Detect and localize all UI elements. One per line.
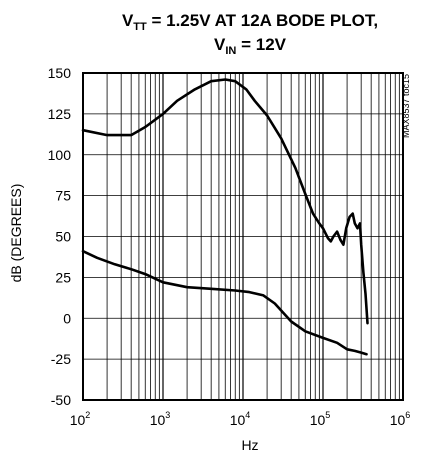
y-tick-label: -25	[51, 351, 71, 367]
x-tick-label: 106	[390, 410, 411, 428]
y-tick-label: 100	[48, 147, 72, 163]
y-axis-ticks: -50 -25 0 25 50 75 100 125 150	[48, 65, 72, 408]
series-line-1	[81, 78, 369, 325]
plot-frame	[82, 72, 404, 401]
y-tick-label: -50	[51, 392, 71, 408]
y-tick-label: 150	[48, 65, 72, 81]
y-tick-label: 125	[48, 106, 72, 122]
x-tick-label: 103	[150, 410, 171, 428]
x-axis-label: Hz	[241, 437, 258, 453]
chart-title-line-2: VIN = 12V	[214, 35, 287, 57]
y-tick-label: 0	[63, 310, 71, 326]
y-tick-label: 25	[55, 269, 71, 285]
chart-title-line-1: VTT = 1.25V AT 12A BODE PLOT,	[122, 11, 378, 33]
x-tick-label: 102	[70, 410, 91, 428]
data-series	[81, 78, 369, 356]
y-axis-label: dB (DEGREES)	[8, 184, 24, 283]
y-tick-label: 75	[55, 188, 71, 204]
chart-title: VTT = 1.25V AT 12A BODE PLOT, VIN = 12V	[122, 11, 378, 57]
x-tick-label: 105	[310, 410, 331, 428]
figure-reference: MAX8537 toc15	[401, 74, 411, 138]
x-tick-label: 104	[230, 410, 251, 428]
grid-lines	[83, 73, 403, 400]
x-axis-ticks: 102 103 104 105 106	[70, 410, 411, 428]
series-line-2	[81, 249, 368, 356]
y-tick-label: 50	[55, 229, 71, 245]
